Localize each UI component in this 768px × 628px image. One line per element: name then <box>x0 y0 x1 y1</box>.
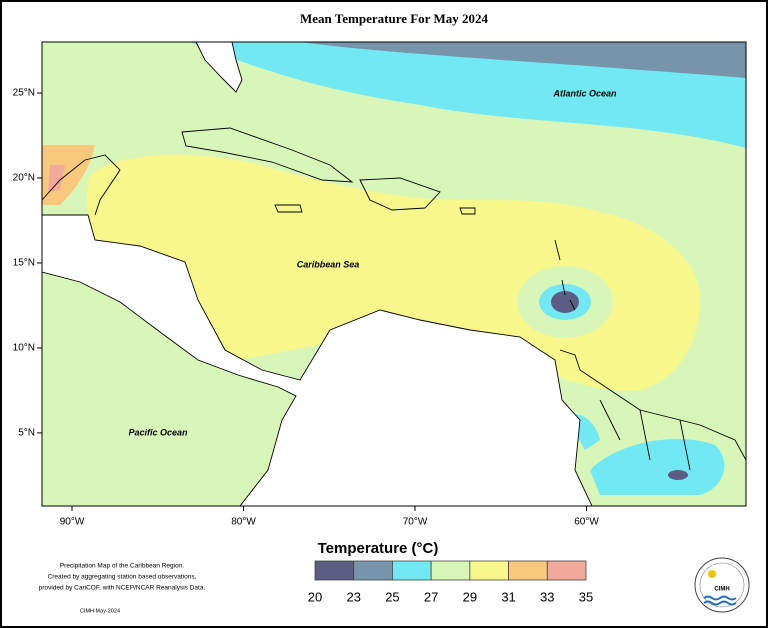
x-tick-label: 90°W <box>60 517 85 528</box>
note: Created by aggregating station based obs… <box>48 574 197 581</box>
map <box>42 42 746 506</box>
map-border <box>41 41 747 507</box>
logo-text: CIMH <box>714 587 729 593</box>
legend-swatch <box>392 560 432 581</box>
legend-swatch <box>469 560 509 581</box>
ocean-label: Atlantic Ocean <box>552 88 617 98</box>
y-tick-label: 20°N <box>13 173 35 184</box>
legend-tick-label: 20 <box>308 589 322 604</box>
note: Precipitation Map of the Caribbean Regio… <box>60 563 184 570</box>
legend-tick-label: 25 <box>385 589 399 604</box>
hottest-area <box>48 165 65 192</box>
legend-swatch <box>430 560 471 581</box>
x-tick-label: 80°W <box>231 517 256 528</box>
x-tick-label: 60°W <box>574 517 599 528</box>
ocean-label: Pacific Ocean <box>128 427 188 437</box>
note: provided by CariCOF, with NCEP/NCAR Rean… <box>39 585 206 592</box>
y-tick-label: 10°N <box>13 343 35 354</box>
x-tick-label: 70°W <box>403 517 428 528</box>
y-tick-label: 25°N <box>13 88 35 99</box>
cool-band <box>300 42 746 78</box>
ocean-label: Caribbean Sea <box>297 259 360 269</box>
legend-tick-label: 23 <box>346 589 360 604</box>
legend-tick-label: 33 <box>540 589 554 604</box>
credit: CIMH May-2024 <box>80 608 120 614</box>
warm-band <box>190 42 746 148</box>
legend-swatch <box>314 560 355 581</box>
notes: Precipitation Map of the Caribbean Regio… <box>39 563 206 615</box>
legend-swatch <box>353 560 393 581</box>
legend-tick-label: 31 <box>501 589 515 604</box>
legend-swatch <box>546 560 587 581</box>
legend-tick-label: 35 <box>579 589 593 604</box>
legend-tick-label: 29 <box>463 589 477 604</box>
legend-swatch <box>508 560 548 581</box>
y-tick-label: 15°N <box>13 258 35 269</box>
legend-title: Temperature (°C) <box>318 540 439 557</box>
logo: CIMH <box>694 557 750 613</box>
legend-tick-label: 27 <box>424 589 438 604</box>
title: Mean Temperature For May 2024 <box>300 11 488 26</box>
y-tick-label: 5°N <box>18 428 35 439</box>
